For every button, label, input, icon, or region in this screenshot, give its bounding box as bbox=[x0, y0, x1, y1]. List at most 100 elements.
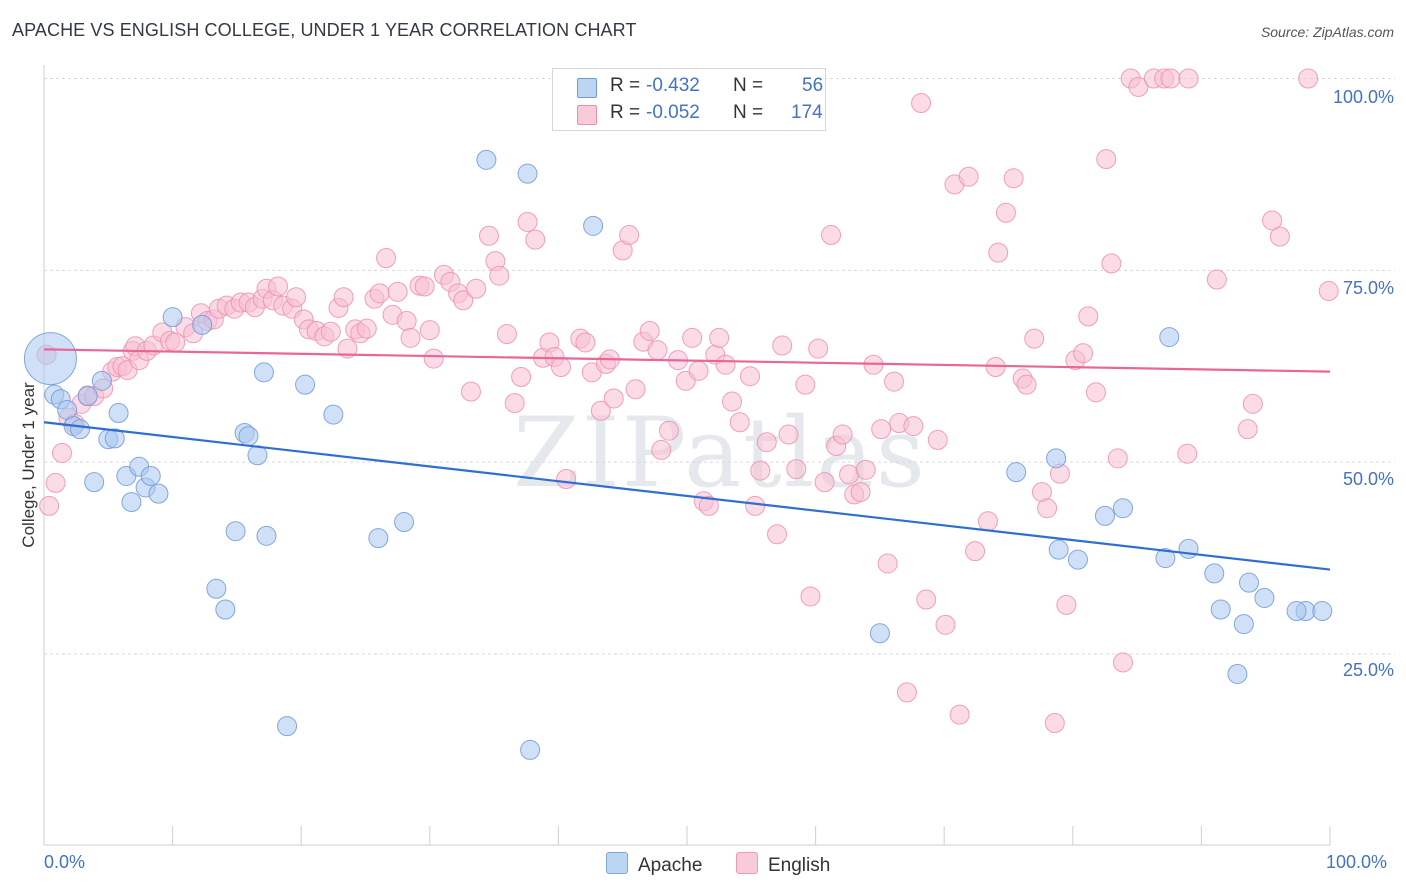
english-point bbox=[1206, 269, 1227, 290]
apache-point bbox=[869, 623, 890, 644]
english-point bbox=[1178, 68, 1199, 89]
english-point bbox=[1112, 652, 1133, 673]
english-point bbox=[1318, 281, 1339, 302]
apache-point bbox=[323, 404, 344, 425]
english-point bbox=[750, 460, 771, 481]
y-tick-75: 75.0% bbox=[1342, 278, 1394, 298]
english-point bbox=[965, 541, 986, 562]
apache-point bbox=[1046, 448, 1067, 469]
apache-point bbox=[1312, 601, 1333, 622]
apache-points bbox=[23, 149, 1333, 760]
english-points bbox=[36, 68, 1339, 734]
apache-point bbox=[121, 492, 142, 513]
y-axis-label: College, Under 1 year bbox=[19, 382, 38, 548]
english-point bbox=[935, 614, 956, 635]
apache-point bbox=[583, 215, 604, 236]
legend-row-apache: R = -0.432 N = 56 bbox=[553, 75, 825, 101]
english-point bbox=[1269, 226, 1290, 247]
apache-point bbox=[368, 528, 389, 549]
english-point bbox=[1128, 76, 1149, 97]
english-point bbox=[949, 704, 970, 725]
english-point bbox=[722, 391, 743, 412]
english-point bbox=[478, 225, 499, 246]
apache-point bbox=[520, 739, 541, 760]
apache-trend-line bbox=[43, 421, 1331, 571]
english-point bbox=[767, 524, 788, 545]
english-point bbox=[414, 276, 435, 297]
english-point bbox=[517, 211, 538, 232]
source-label: Source: ZipAtlas.com bbox=[1260, 24, 1394, 40]
english-point bbox=[1056, 594, 1077, 615]
english-point bbox=[639, 320, 660, 341]
english-point bbox=[419, 320, 440, 341]
english-point bbox=[387, 281, 408, 302]
axes-layer bbox=[43, 65, 1331, 846]
english-point bbox=[850, 482, 871, 503]
english-point bbox=[839, 464, 860, 485]
apache-point bbox=[23, 332, 77, 386]
apache-point bbox=[476, 149, 497, 170]
apache-point bbox=[247, 445, 268, 466]
y-tick-25: 25.0% bbox=[1342, 660, 1394, 680]
apache-point bbox=[1155, 548, 1176, 569]
apache-point bbox=[1233, 614, 1254, 635]
legend-n-label: N = bbox=[733, 75, 764, 96]
legend-row-english: R = -0.052 N = 174 bbox=[553, 102, 825, 128]
english-point bbox=[396, 310, 417, 331]
english-point bbox=[682, 327, 703, 348]
bottom-legend-apache: Apache bbox=[606, 852, 702, 877]
english-point bbox=[688, 360, 709, 381]
english-point bbox=[1237, 419, 1258, 440]
apache-point bbox=[215, 599, 236, 620]
english-point bbox=[927, 429, 948, 450]
bottom-legend-english: English bbox=[736, 852, 830, 877]
english-point bbox=[590, 400, 611, 421]
english-point bbox=[916, 589, 937, 610]
english-point bbox=[333, 287, 354, 308]
english-point bbox=[619, 225, 640, 246]
english-point bbox=[821, 225, 842, 246]
english-point bbox=[814, 472, 835, 493]
english-point bbox=[871, 419, 892, 440]
english-point bbox=[855, 459, 876, 480]
english-point bbox=[884, 371, 905, 392]
english-point bbox=[756, 432, 777, 453]
english-point bbox=[778, 424, 799, 445]
english-point bbox=[603, 388, 624, 409]
apache-point bbox=[1067, 549, 1088, 570]
english-point bbox=[496, 324, 517, 345]
apache-point bbox=[91, 370, 112, 391]
english-point bbox=[808, 338, 829, 359]
english-point bbox=[1073, 343, 1094, 364]
english-point bbox=[740, 366, 761, 387]
english-point bbox=[525, 229, 546, 250]
chart-title: APACHE VS ENGLISH COLLEGE, UNDER 1 YEAR … bbox=[12, 20, 637, 40]
english-point bbox=[52, 442, 73, 463]
apache-point bbox=[104, 428, 125, 449]
apache-point bbox=[148, 483, 169, 504]
apache-point bbox=[192, 314, 213, 335]
apache-point bbox=[225, 521, 246, 542]
english-point bbox=[786, 459, 807, 480]
english-point bbox=[729, 412, 750, 433]
english-point bbox=[1262, 210, 1283, 231]
english-point bbox=[1160, 68, 1181, 89]
apache-point bbox=[206, 578, 227, 599]
english-point bbox=[988, 242, 1009, 263]
english-point bbox=[1044, 713, 1065, 734]
bottom-legend-label-english: English bbox=[768, 855, 831, 876]
apache-point bbox=[253, 362, 274, 383]
english-point bbox=[647, 340, 668, 361]
english-point bbox=[550, 357, 571, 378]
english-point bbox=[1037, 498, 1058, 519]
y-tick-100: 100.0% bbox=[1332, 87, 1394, 107]
english-point bbox=[772, 335, 793, 356]
english-point bbox=[800, 586, 821, 607]
apache-point bbox=[277, 716, 298, 737]
english-point bbox=[504, 393, 525, 414]
english-point bbox=[575, 332, 596, 353]
english-point bbox=[556, 469, 577, 490]
apache-point bbox=[1094, 505, 1115, 526]
english-point bbox=[400, 327, 421, 348]
english-point bbox=[1024, 328, 1045, 349]
